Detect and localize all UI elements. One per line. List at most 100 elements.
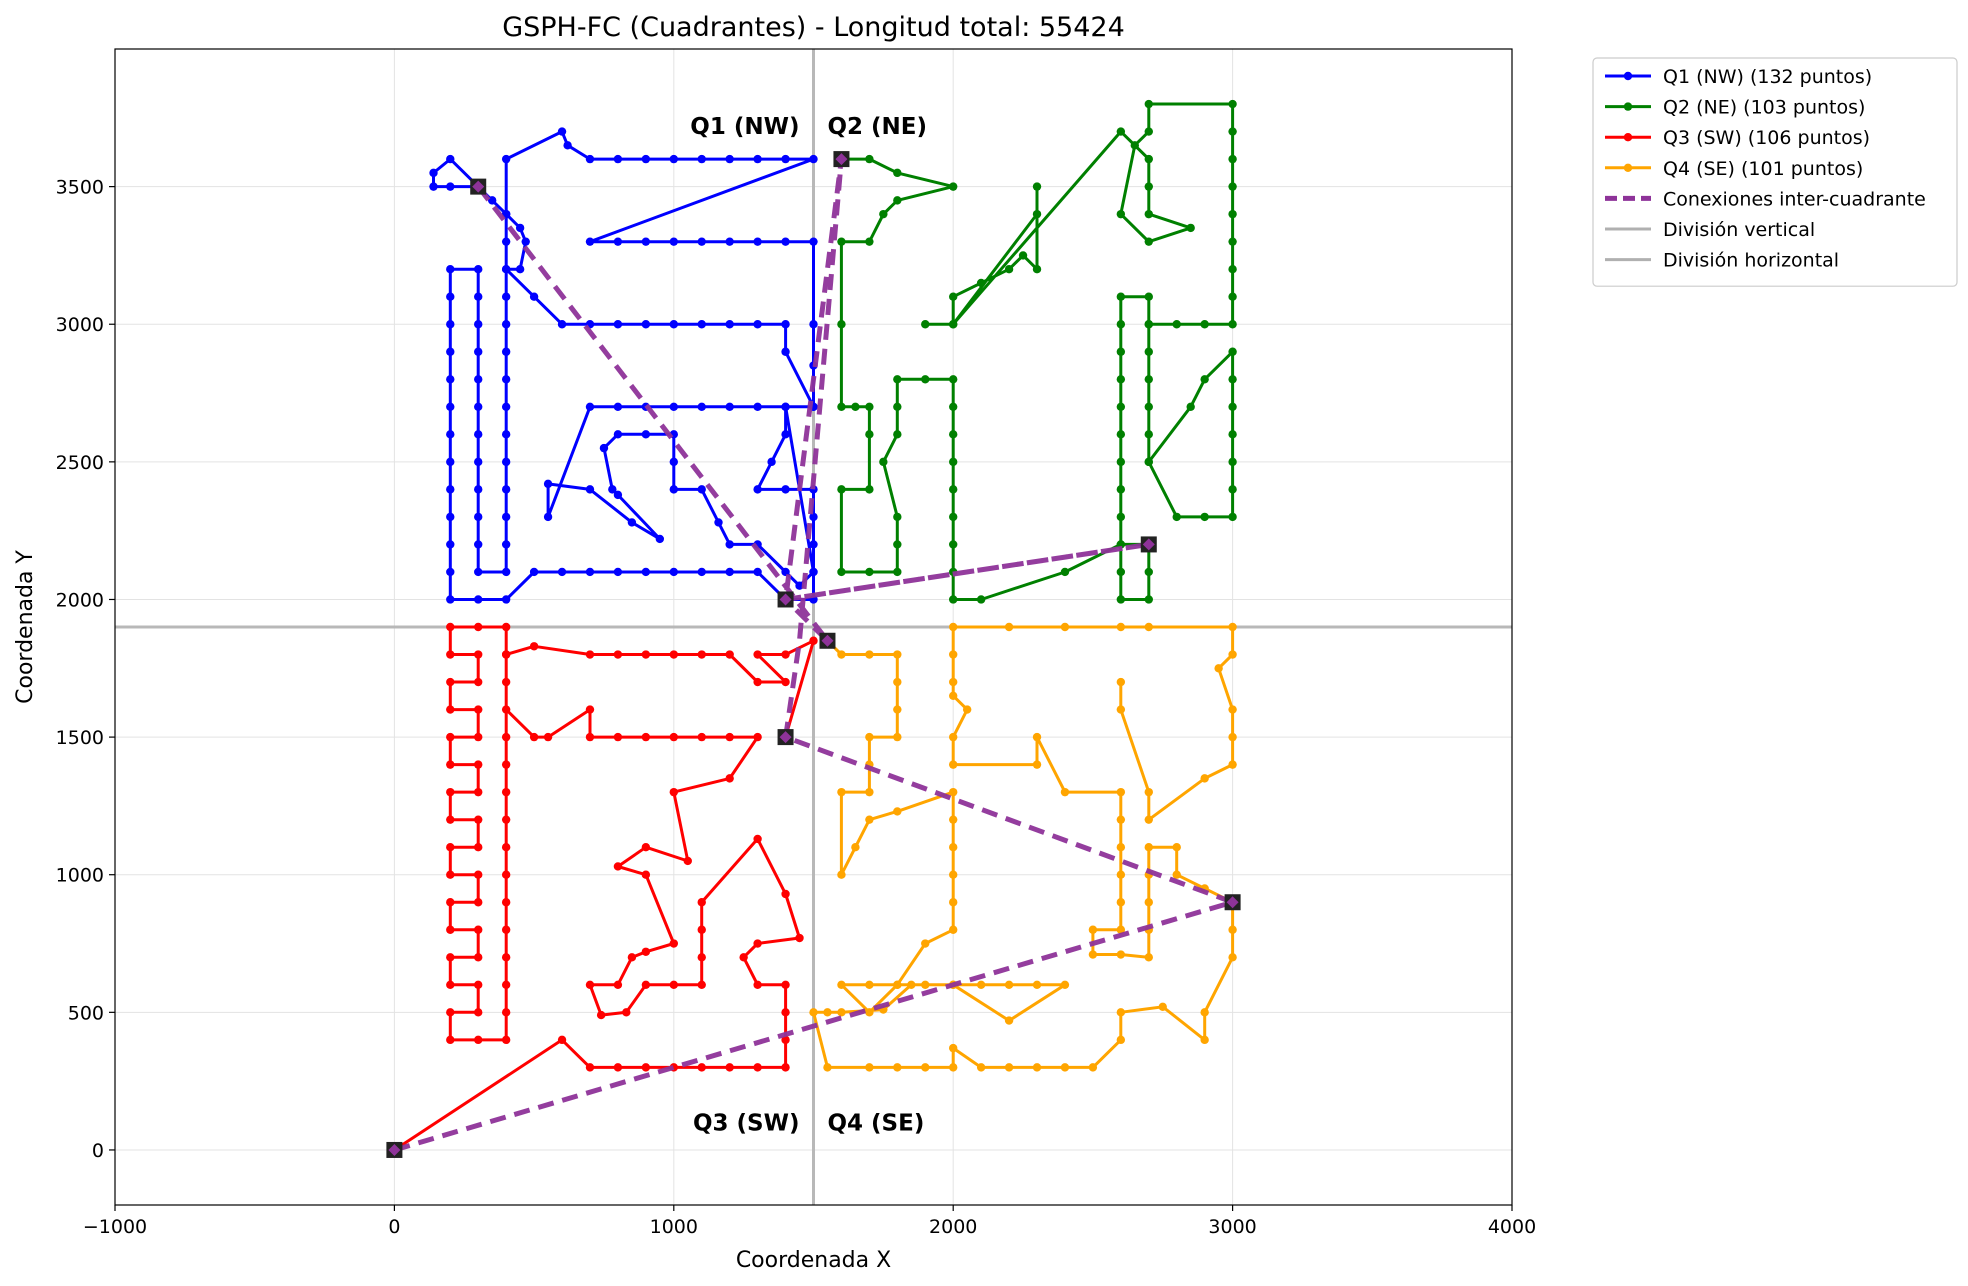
series-point — [809, 636, 818, 645]
series-point — [921, 320, 930, 329]
series-point — [613, 732, 623, 742]
series-point — [976, 1063, 986, 1072]
series-point — [725, 650, 734, 659]
series-point — [655, 534, 665, 544]
series-point — [474, 705, 483, 714]
series-point — [501, 622, 511, 632]
series-point — [1228, 650, 1237, 659]
series-point — [1228, 292, 1237, 301]
series-point — [949, 292, 958, 301]
series-point — [474, 512, 483, 522]
y-tick-label: 1500 — [56, 727, 104, 749]
series-point — [725, 732, 734, 742]
series-point — [1144, 402, 1153, 412]
legend-item: Q4 (SE) (101 puntos) — [1605, 158, 1863, 180]
series-point — [1200, 1008, 1209, 1017]
series-point — [753, 237, 762, 246]
series-point — [837, 237, 846, 246]
series-point — [1144, 953, 1153, 962]
series-point — [809, 540, 818, 549]
legend-swatch-marker — [1623, 163, 1633, 172]
chart-title: GSPH-FC (Cuadrantes) - Longitud total: 5… — [502, 12, 1125, 43]
series-point — [921, 375, 930, 384]
series-point — [446, 622, 455, 632]
series-point — [474, 375, 483, 384]
series-point — [781, 402, 790, 412]
series-point — [585, 485, 595, 494]
legend-swatch-marker — [1623, 133, 1633, 142]
series-point — [529, 732, 539, 742]
series-point — [781, 430, 790, 439]
series-point — [501, 595, 511, 604]
series-point — [1116, 292, 1126, 301]
series-point — [697, 402, 706, 412]
series-point — [446, 650, 455, 659]
series-point — [1200, 512, 1209, 522]
series-point — [1144, 457, 1153, 467]
series-point — [809, 512, 818, 522]
series-point — [1228, 457, 1237, 467]
series-point — [865, 787, 874, 797]
marker-diamond — [821, 634, 834, 647]
series-point — [474, 815, 483, 824]
x-tick-label: 0 — [388, 1216, 400, 1238]
series-point — [865, 154, 874, 164]
series-point — [893, 196, 902, 205]
series-point — [501, 1008, 511, 1017]
series-point — [837, 567, 846, 577]
marker-diamond — [779, 593, 792, 606]
series-point — [474, 870, 483, 879]
series-point — [446, 540, 455, 549]
series-point — [1116, 842, 1126, 852]
series-point — [1116, 402, 1126, 412]
series-point — [1200, 1035, 1209, 1045]
series-point — [501, 292, 511, 301]
series-point — [1060, 567, 1070, 577]
series-point — [1060, 980, 1070, 990]
series-point — [1228, 237, 1237, 246]
series-point — [949, 375, 958, 384]
series-point — [893, 168, 902, 178]
series-point — [753, 677, 762, 687]
series-point — [501, 842, 511, 852]
series-point — [1116, 485, 1126, 494]
series-point — [767, 457, 776, 467]
series-point — [1228, 209, 1237, 219]
series-point — [781, 347, 790, 356]
series-point — [1214, 664, 1223, 673]
series-point — [1116, 567, 1126, 577]
series-point — [501, 787, 511, 797]
y-tick-label: 3000 — [56, 314, 104, 336]
series-point — [1144, 595, 1153, 604]
legend-label: Conexiones inter-cuadrante — [1663, 188, 1926, 210]
series-point — [837, 485, 846, 494]
quadrant-labels: Q1 (NW) Q2 (NE) Q3 (SW) Q4 (SE) — [690, 114, 927, 1136]
series-point — [543, 732, 553, 742]
series-point — [1144, 567, 1153, 577]
series-point — [949, 787, 958, 797]
series-point — [725, 774, 734, 783]
series-point — [725, 237, 734, 246]
series-point — [613, 237, 623, 246]
series-point — [697, 650, 706, 659]
series-point — [949, 677, 958, 687]
series-point — [1032, 264, 1042, 274]
series-point — [501, 870, 511, 879]
series-point — [543, 512, 553, 522]
series-point — [1116, 1008, 1126, 1017]
series-point — [893, 650, 902, 659]
series-point — [1228, 375, 1237, 384]
series-point — [613, 980, 623, 990]
series-point — [446, 732, 455, 742]
series-point — [501, 980, 511, 990]
series-point — [949, 182, 958, 191]
series-point — [446, 842, 455, 852]
series-point — [1032, 1063, 1042, 1072]
series-point — [446, 430, 455, 439]
series-point — [949, 1043, 958, 1053]
series-point — [1144, 209, 1153, 219]
series-point — [1116, 898, 1126, 907]
series-point — [753, 320, 762, 329]
series-point — [893, 980, 902, 990]
x-tick-label: 1000 — [650, 1216, 698, 1238]
